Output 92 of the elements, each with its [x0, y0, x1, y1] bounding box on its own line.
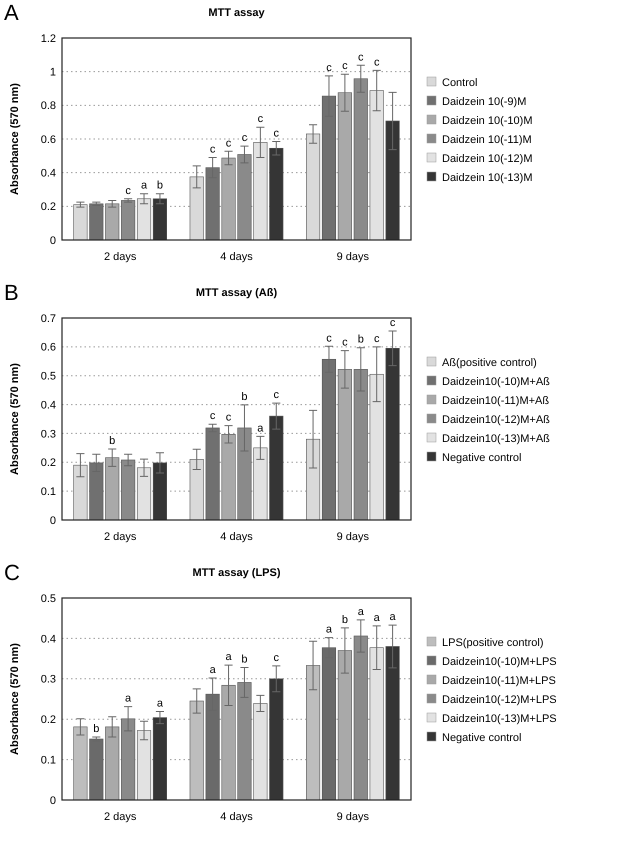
- x-tick-label: 4 days: [220, 531, 254, 543]
- legend-label: Daidzein 10(-10)M: [442, 114, 532, 127]
- data-label: a: [390, 611, 397, 624]
- data-label: c: [226, 137, 232, 150]
- text: A: [4, 0, 19, 25]
- data-label: c: [210, 410, 216, 422]
- x-tick-label: 2 days: [104, 251, 137, 263]
- y-tick-label: 0.6: [40, 342, 56, 354]
- x-tick-label: 4 days: [220, 811, 254, 823]
- data-label: a: [125, 692, 132, 705]
- data-label: c: [326, 62, 332, 74]
- y-tick-label: 0.2: [40, 457, 56, 470]
- data-label: c: [390, 316, 396, 329]
- legend-label: Negative control: [442, 452, 522, 464]
- y-tick-label: 0.2: [40, 714, 56, 726]
- data-label: a: [156, 698, 164, 710]
- data-label: a: [326, 624, 333, 636]
- y-tick-label: 0.6: [40, 134, 56, 146]
- y-tick-label: 0.1: [40, 486, 56, 498]
- data-label: c: [326, 332, 332, 344]
- data-label: c: [342, 60, 348, 72]
- y-tick-label: 0.3: [40, 674, 56, 686]
- data-label: a: [358, 606, 365, 618]
- data-label: c: [226, 412, 232, 424]
- data-label: a: [210, 664, 217, 676]
- y-tick-label: 0.5: [40, 592, 56, 605]
- legend-label: Daidzein10(-10)M+Aß: [442, 376, 550, 388]
- y-tick-label: 0: [50, 514, 56, 527]
- x-tick-label: 2 days: [104, 531, 137, 543]
- legend-label: Daidzein 10(-11)M: [442, 134, 532, 146]
- data-label: a: [374, 612, 381, 624]
- legend-label: Daidzein10(-13)M+Aß: [442, 432, 550, 445]
- y-tick-label: 0.3: [40, 428, 56, 440]
- x-tick-label: 9 days: [336, 251, 370, 263]
- data-label: c: [274, 652, 280, 664]
- legend-label: Daidzein 10(-13)M: [442, 172, 532, 184]
- data-label: b: [156, 180, 163, 192]
- data-label: a: [140, 180, 148, 192]
- y-axis-title: Absorbance (570 nm): [9, 362, 21, 475]
- data-label: b: [93, 722, 100, 735]
- y-tick-label: 0.4: [40, 399, 56, 412]
- legend-label: Daidzein 10(-12)M: [442, 152, 532, 165]
- legend-label: Daidzein10(-12)M+LPS: [442, 694, 557, 706]
- y-tick-label: 0.8: [40, 100, 56, 112]
- legend-label: Daidzein10(-11)M+Aß: [442, 394, 550, 407]
- text: C: [4, 560, 20, 585]
- data-label: c: [125, 184, 132, 197]
- y-tick-label: 0: [50, 794, 56, 807]
- y-tick-label: 0.1: [40, 754, 56, 766]
- data-label: c: [342, 336, 348, 349]
- legend-label: Daidzein 10(-9)M: [442, 96, 526, 108]
- x-tick-label: 9 days: [336, 531, 370, 543]
- x-tick-label: 2 days: [104, 811, 137, 823]
- y-tick-label: 1.2: [40, 32, 56, 45]
- x-tick-label: 4 days: [220, 251, 254, 263]
- legend-label: Control: [442, 76, 478, 89]
- legend-label: Daidzein10(-12)M+Aß: [442, 414, 550, 426]
- data-label: c: [274, 389, 280, 402]
- legend-label: Daidzein10(-11)M+LPS: [442, 674, 556, 687]
- legend-label: Daidzein10(-13)M+LPS: [442, 712, 557, 725]
- data-label: b: [241, 653, 248, 666]
- data-label: b: [342, 614, 348, 626]
- x-tick-label: 9 days: [336, 811, 370, 823]
- data-label: b: [358, 334, 364, 346]
- data-label: c: [210, 144, 216, 156]
- y-axis-title: Absorbance (570 nm): [9, 82, 21, 195]
- data-label: a: [225, 651, 232, 664]
- legend-label: Daidzein10(-10)M+LPS: [442, 656, 557, 668]
- data-label: c: [274, 128, 280, 140]
- data-label: c: [374, 56, 380, 68]
- data-label: a: [257, 422, 264, 434]
- chart-title: MTT assay (LPS): [192, 567, 281, 579]
- y-axis-title: Absorbance (570 nm): [9, 642, 21, 755]
- data-label: c: [258, 113, 264, 126]
- data-label: c: [242, 132, 248, 144]
- data-label: c: [358, 51, 364, 64]
- legend-label: Negative control: [442, 732, 522, 744]
- data-label: b: [241, 390, 248, 403]
- y-tick-label: 0.4: [40, 633, 56, 646]
- y-tick-label: 1: [50, 66, 56, 79]
- legend-label: LPS(positive control): [442, 636, 544, 649]
- data-label: b: [109, 435, 116, 448]
- y-tick-label: 0.4: [40, 168, 56, 180]
- data-label: c: [374, 332, 380, 345]
- text: B: [4, 280, 19, 305]
- chart-title: MTT assay (Aß): [196, 287, 278, 299]
- y-tick-label: 0.2: [40, 201, 56, 214]
- y-tick-label: 0.7: [40, 312, 56, 325]
- chart-title: MTT assay: [208, 7, 266, 19]
- y-tick-label: 0: [50, 234, 56, 247]
- y-tick-label: 0.5: [40, 370, 56, 383]
- legend-label: Aß(positive control): [442, 356, 537, 369]
